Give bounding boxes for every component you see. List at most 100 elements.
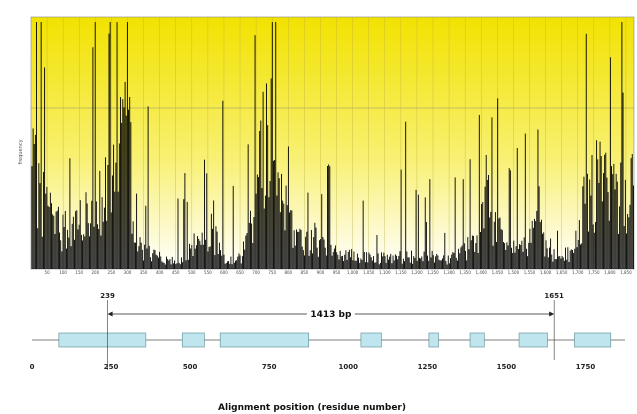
histogram-bar <box>386 254 388 269</box>
histogram-bar <box>275 22 277 269</box>
histogram-bar <box>468 249 470 269</box>
histogram-bar <box>501 230 503 269</box>
histogram-bar <box>631 154 633 269</box>
histogram-bar <box>378 264 380 269</box>
histogram-bar <box>508 168 510 269</box>
histogram-bar <box>466 260 468 269</box>
histogram-bar <box>252 242 254 269</box>
histogram-bar <box>531 220 533 269</box>
histogram-bar <box>162 262 164 269</box>
gene-map: 1413 bp 239 1651 0 250 500 750 1000 1250 1500 1750 <box>30 292 625 371</box>
histogram-bar <box>121 122 123 269</box>
histogram-bar <box>399 251 401 269</box>
histogram-bar <box>601 201 603 269</box>
histogram-bar <box>505 249 507 269</box>
histogram-bar <box>176 263 178 269</box>
histogram-bar <box>423 251 425 269</box>
histogram-bar <box>371 260 373 269</box>
histogram-bar <box>41 236 43 269</box>
histogram-bar <box>452 251 454 269</box>
histogram-bar <box>113 144 115 269</box>
histogram-bar <box>53 215 55 269</box>
histogram-bar <box>574 248 576 269</box>
histogram-bar <box>79 200 81 269</box>
histogram-bar <box>300 230 302 269</box>
histogram-bar <box>105 157 106 269</box>
histogram-bar <box>347 251 349 269</box>
histogram-bar <box>195 245 197 269</box>
histogram-bar <box>122 99 124 270</box>
histogram-bar <box>37 228 39 269</box>
histogram-bar <box>328 164 330 269</box>
histogram-bar <box>411 250 412 269</box>
histogram-bar <box>237 256 239 269</box>
histogram-bar <box>263 208 265 269</box>
histogram-bar <box>207 251 209 269</box>
histogram-bar <box>425 222 427 269</box>
span-start-label: 239 <box>100 292 115 300</box>
histogram-bar <box>523 237 525 269</box>
histogram-bar <box>206 173 208 269</box>
histogram-bar <box>310 230 312 269</box>
histogram-bar <box>447 255 449 269</box>
histogram-bar <box>453 253 455 269</box>
histogram-bar <box>391 263 393 269</box>
histogram-bar <box>78 224 80 269</box>
histogram-bar <box>49 192 51 269</box>
histogram-bar <box>289 212 290 269</box>
histogram-bar <box>144 244 146 269</box>
histogram-bar <box>592 224 594 269</box>
histogram-bar <box>253 217 255 269</box>
histogram-bar <box>408 257 410 269</box>
histogram-tick-label: 1,700 <box>572 270 584 275</box>
histogram-bar <box>246 233 248 269</box>
histogram-bar <box>197 236 198 269</box>
histogram-bar <box>435 256 437 269</box>
histogram-bar <box>154 250 156 269</box>
histogram-bar <box>448 263 450 269</box>
histogram-bar <box>619 206 621 269</box>
histogram-bar <box>555 259 557 269</box>
histogram-bar <box>614 189 616 269</box>
histogram-bar <box>292 247 294 269</box>
histogram-bar <box>93 226 95 269</box>
histogram-bar <box>394 254 396 269</box>
histogram-bar <box>477 252 479 269</box>
histogram-bar <box>287 146 289 269</box>
histogram-bar <box>117 191 119 269</box>
histogram-bar <box>149 257 151 269</box>
histogram-bar <box>33 143 35 269</box>
histogram-bar <box>133 242 135 269</box>
histogram-bar <box>632 185 634 269</box>
histogram-bar <box>627 213 629 269</box>
histogram-bar <box>511 247 512 269</box>
histogram-bar <box>549 247 550 269</box>
histogram-bar <box>175 264 177 269</box>
histogram-bar <box>66 248 67 269</box>
histogram-bar <box>393 260 395 269</box>
histogram-bar <box>568 262 570 269</box>
histogram-bar <box>529 228 531 269</box>
histogram-bar <box>595 222 596 269</box>
histogram-bar <box>353 251 355 269</box>
histogram-bar <box>244 249 246 269</box>
histogram-bar <box>630 158 632 269</box>
histogram-bar <box>136 193 138 269</box>
histogram-bar <box>271 22 273 269</box>
histogram-bar <box>57 206 59 269</box>
span-arrow-right-head <box>549 311 555 317</box>
histogram-bar <box>201 232 203 269</box>
histogram-bar <box>118 143 120 269</box>
histogram-bar <box>416 260 418 269</box>
histogram-bar <box>90 223 92 269</box>
histogram-bar <box>569 250 571 269</box>
histogram-bar <box>524 133 526 269</box>
histogram-tick-label: 1,250 <box>427 270 439 275</box>
histogram-bar <box>181 257 182 269</box>
histogram-bar <box>392 255 394 269</box>
histogram-bar <box>72 216 74 269</box>
histogram-bar <box>363 251 365 269</box>
histogram-bar <box>440 260 442 269</box>
y-axis-label: frequency <box>18 139 24 164</box>
